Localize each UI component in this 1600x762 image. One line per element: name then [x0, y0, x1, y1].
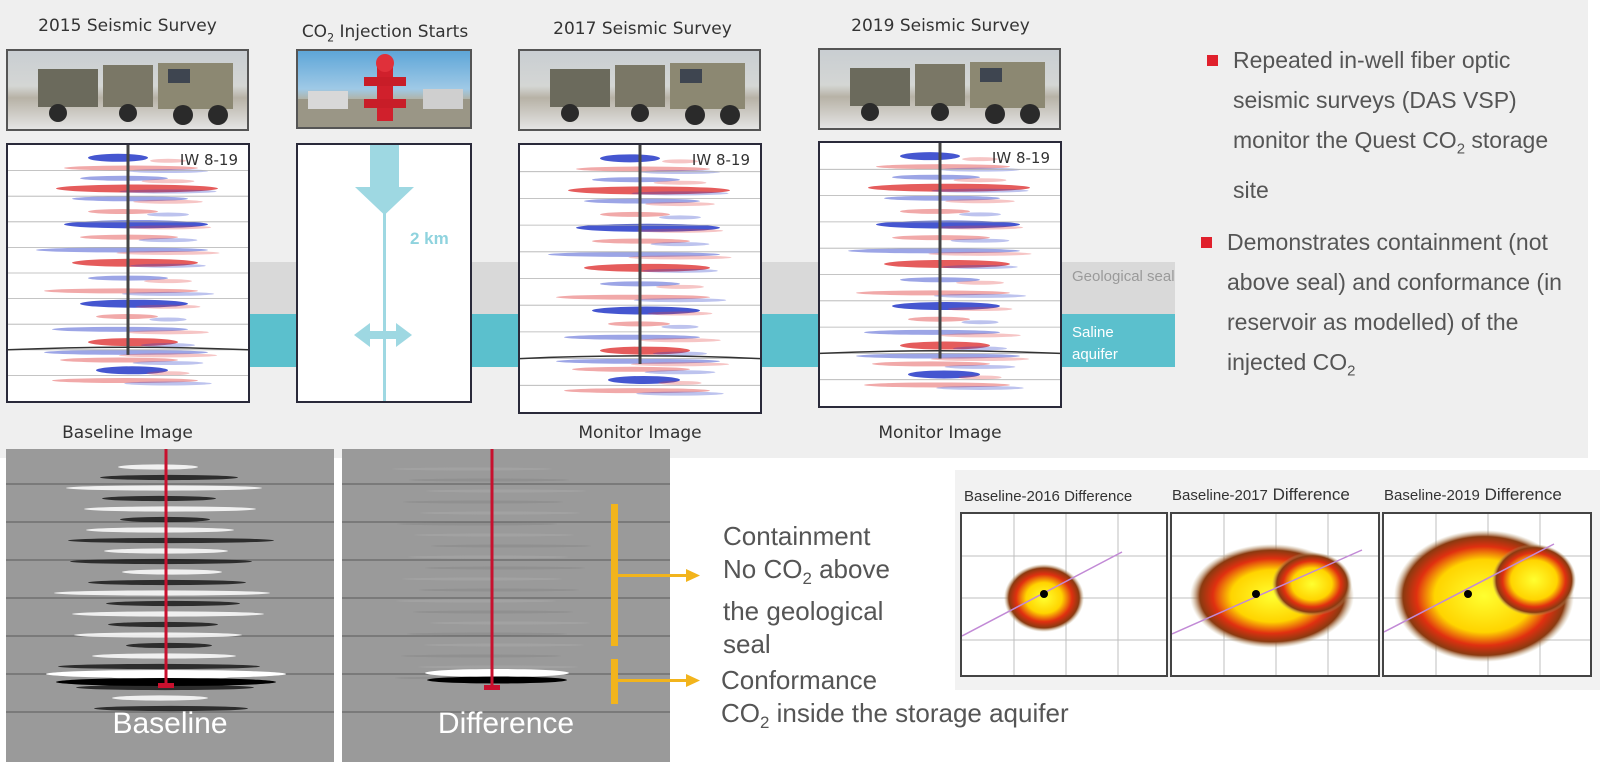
- seismic-section-graphic: [8, 145, 248, 386]
- injection-start-title: CO2 Injection Starts: [285, 22, 485, 44]
- difference-map-title-2019: Baseline-2019 Difference: [1384, 485, 1562, 505]
- diff-2019-prefix: Baseline-2019: [1384, 487, 1480, 504]
- survey-2017-title: 2017 Seismic Survey: [553, 19, 732, 39]
- well-label: IW 8-19: [179, 151, 238, 169]
- seismic-truck-illustration: [38, 63, 233, 125]
- bullet-1-sub: 2: [1456, 140, 1466, 158]
- bullet-item-2: Demonstrates containment (not above seal…: [1199, 222, 1565, 392]
- key-points-list: Repeated in-well fiber optic seismic sur…: [1201, 40, 1565, 403]
- difference-map-2017: [1170, 512, 1380, 677]
- diff-2017-prefix: Baseline-2017: [1172, 487, 1268, 504]
- diff-2019-suffix: Difference: [1479, 485, 1562, 504]
- well-label: IW 8-19: [991, 149, 1050, 167]
- conformance-title: Conformance: [721, 665, 878, 695]
- difference-wiggle-image: [342, 449, 670, 713]
- seismic-panel-2015: IW 8-19: [6, 143, 250, 403]
- seismic-truck-photo-2019: [818, 48, 1061, 130]
- containment-line3: the geological: [723, 596, 884, 627]
- lateral-arrow-left: [354, 323, 370, 347]
- seismic-panel-2019: IW 8-19: [818, 141, 1062, 408]
- callout-brackets: [611, 504, 700, 704]
- bullet-square-icon: [1207, 55, 1218, 66]
- caption-monitor-image-2019: Monitor Image: [878, 423, 1002, 443]
- conformance-callout: Conformance CO2 inside the storage aquif…: [721, 664, 1069, 739]
- bullet-2-text: Demonstrates containment (not above seal…: [1227, 228, 1562, 375]
- containment-sub: 2: [802, 569, 812, 589]
- diff-2016-suffix: Difference: [1059, 488, 1133, 505]
- conformance-text: inside the storage aquifer: [769, 698, 1069, 728]
- bullet-1-text: Repeated in-well fiber optic seismic sur…: [1233, 47, 1517, 153]
- wellhead-illustration: [298, 54, 470, 127]
- difference-image-label: Difference: [437, 707, 575, 740]
- injection-panel: 2 km: [296, 143, 472, 403]
- baseline-image-label: Baseline: [112, 707, 228, 740]
- conformance-line2: CO2 inside the storage aquifer: [721, 697, 1069, 739]
- saline-aquifer-label-line2: aquifer: [1072, 346, 1118, 363]
- conformance-co: CO: [721, 698, 760, 728]
- baseline-wiggle-image: [6, 449, 334, 713]
- depth-label: 2 km: [410, 229, 449, 248]
- seismic-truck-photo-2017: [518, 49, 761, 131]
- plume-map-2019: [1384, 514, 1590, 675]
- baseline-grayscale-image: Baseline: [6, 449, 334, 762]
- geological-seal-label: Geological seal: [1072, 268, 1175, 285]
- survey-2019-title: 2019 Seismic Survey: [851, 16, 1030, 36]
- wellhead-photo: [296, 49, 472, 129]
- diff-2017-suffix: Difference: [1267, 485, 1350, 504]
- survey-2015-title: 2015 Seismic Survey: [38, 16, 217, 36]
- containment-co: No CO: [723, 554, 803, 584]
- injection-title-co: CO: [301, 22, 328, 42]
- bullet-1-text-end: storage site: [1233, 127, 1549, 203]
- well-label: IW 8-19: [691, 151, 750, 169]
- diff-2016-prefix: Baseline-2016: [964, 488, 1060, 505]
- plume-map-2016: [962, 514, 1166, 675]
- bullet-square-icon: [1201, 236, 1212, 248]
- seismic-truck-illustration: [550, 63, 745, 125]
- containment-title: Containment: [723, 521, 871, 551]
- caption-monitor-image-2017: Monitor Image: [578, 423, 702, 443]
- difference-map-title-2016: Baseline-2016 Difference: [964, 488, 1132, 506]
- containment-callout: Containment No CO2 above the geological …: [723, 520, 890, 661]
- bullet-2-sub: 2: [1347, 362, 1356, 380]
- plume-map-2017: [1172, 514, 1378, 675]
- top-panel-background: [0, 0, 1588, 458]
- containment-line4: seal: [723, 629, 771, 660]
- conformance-sub: 2: [760, 713, 770, 733]
- injection-arrow-graphic: [354, 145, 414, 401]
- containment-above: above: [811, 554, 890, 584]
- seismic-panel-2017: IW 8-19: [518, 143, 762, 414]
- injection-title-sub: 2: [327, 31, 335, 45]
- injection-title-suffix: Injection Starts: [334, 22, 469, 42]
- difference-map-title-2017: Baseline-2017 Difference: [1172, 485, 1350, 505]
- difference-map-2019: [1382, 512, 1592, 677]
- containment-line2: No CO2 above: [723, 553, 890, 595]
- seismic-truck-photo-2015: [6, 49, 249, 131]
- saline-aquifer-label: Saline aquifer: [1072, 322, 1118, 366]
- caption-baseline-image: Baseline Image: [62, 423, 193, 443]
- bullet-item-1: Repeated in-well fiber optic seismic sur…: [1205, 40, 1565, 210]
- difference-map-2016: [960, 512, 1168, 677]
- saline-aquifer-label-line1: Saline: [1072, 324, 1114, 341]
- seismic-section-graphic: [820, 143, 1060, 390]
- seismic-truck-illustration: [850, 62, 1045, 124]
- seismic-section-graphic: [520, 145, 760, 396]
